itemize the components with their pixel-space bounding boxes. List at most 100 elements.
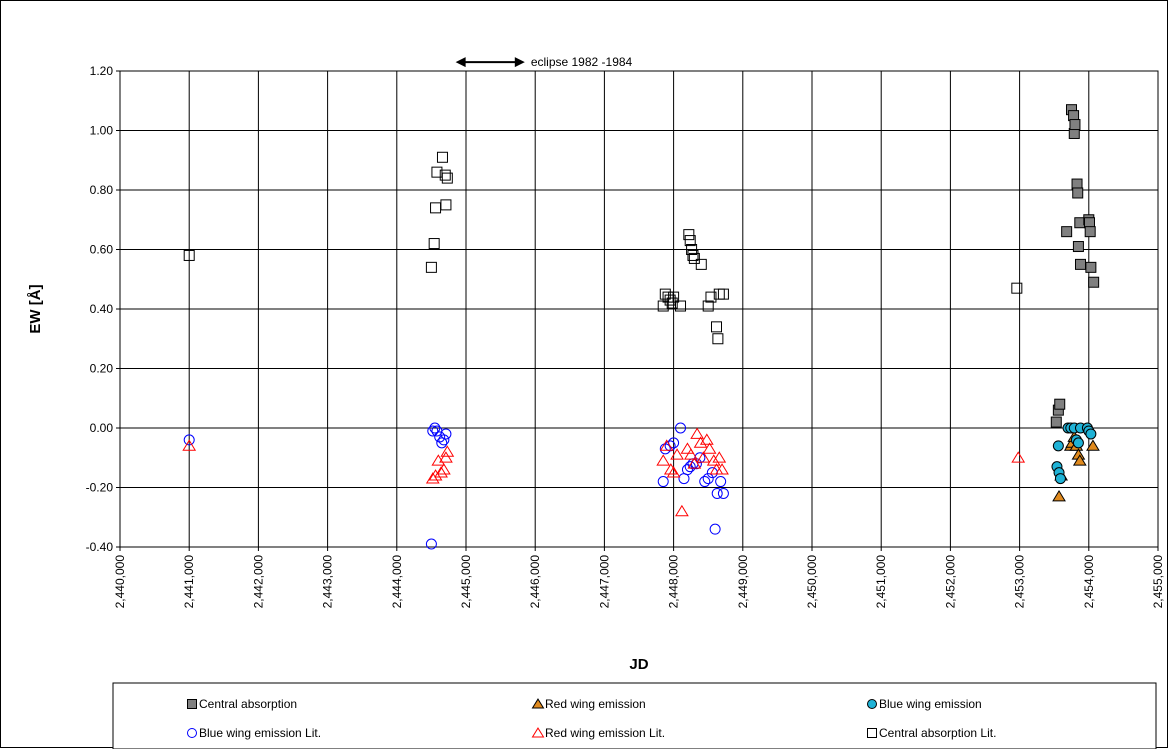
data-point — [428, 469, 443, 481]
data-point — [675, 504, 689, 517]
data-point — [183, 249, 195, 261]
x-tick-label: 2,451,000 — [874, 555, 888, 609]
x-axis-title: JD — [629, 656, 648, 673]
x-tick-label: 2,444,000 — [390, 555, 404, 609]
eclipse-arrow-left-head — [455, 57, 466, 68]
data-point — [427, 425, 439, 437]
data-point — [1088, 276, 1100, 288]
eclipse-annotation: eclipse 1982 -1984 — [455, 55, 633, 69]
legend-marker — [531, 698, 545, 709]
data-point — [684, 461, 696, 473]
x-tick-label: 2,450,000 — [805, 555, 819, 609]
legend-marker — [187, 728, 197, 738]
data-point — [438, 434, 450, 446]
data-point — [1086, 439, 1100, 451]
data-point — [694, 452, 706, 464]
legend-label: Blue wing emission — [879, 697, 982, 711]
data-point — [436, 151, 448, 163]
plot-area-border — [119, 70, 1159, 548]
data-point — [670, 448, 684, 460]
data-point — [664, 294, 676, 306]
data-point — [687, 249, 699, 261]
data-point — [684, 235, 696, 247]
data-point — [1011, 451, 1026, 463]
data-point — [705, 291, 717, 303]
x-tick-label: 2,452,000 — [943, 555, 957, 609]
x-tick-label: 2,455,000 — [1151, 555, 1165, 609]
y-tick-label: 0.40 — [90, 302, 114, 316]
data-point — [680, 442, 695, 454]
data-point — [712, 451, 727, 463]
data-point — [656, 454, 671, 466]
data-point — [715, 463, 729, 475]
x-tick-label: 2,454,000 — [1082, 555, 1096, 609]
data-point — [675, 422, 687, 434]
y-tick-label: 1.20 — [90, 64, 114, 78]
data-point — [439, 169, 451, 181]
data-point — [428, 238, 440, 250]
data-point — [440, 445, 455, 457]
legend-marker — [187, 699, 197, 709]
data-points — [182, 104, 1100, 550]
y-tick-labels: -0.40 -0.20 0.00 0.20 0.40 0.60 0.80 1.00 1.20 — [86, 64, 114, 554]
data-point — [699, 433, 714, 445]
data-point — [183, 434, 195, 446]
data-point — [657, 476, 669, 488]
data-point — [1069, 119, 1081, 131]
data-point — [702, 300, 714, 312]
data-point — [1072, 454, 1087, 466]
data-point — [702, 473, 714, 485]
data-point — [715, 476, 727, 488]
data-point — [430, 202, 442, 214]
data-point — [663, 463, 678, 475]
data-point — [690, 427, 705, 439]
data-point — [688, 252, 700, 264]
data-point — [436, 437, 448, 449]
data-point — [681, 464, 693, 476]
data-point — [717, 487, 729, 499]
x-tick-label: 2,449,000 — [736, 555, 750, 609]
data-point — [683, 229, 695, 241]
x-tick-label: 2,443,000 — [321, 555, 335, 609]
series-central-absorption-lit- — [183, 151, 1023, 345]
y-axis-title: EW [Å] — [27, 284, 44, 333]
y-tick-label: -0.40 — [86, 540, 114, 554]
data-point — [693, 436, 708, 448]
x-tick-label: 2,440,000 — [113, 555, 127, 609]
data-point — [664, 440, 676, 452]
data-point — [1052, 489, 1066, 502]
data-point — [425, 261, 437, 273]
data-point — [695, 258, 707, 270]
data-point — [706, 454, 721, 466]
series-central-absorption — [1050, 104, 1100, 428]
data-point — [662, 291, 674, 303]
data-point — [711, 487, 723, 499]
data-point — [182, 439, 197, 451]
data-point — [1074, 258, 1086, 270]
y-tick-label: 0.60 — [90, 243, 114, 257]
legend-marker — [867, 728, 877, 738]
x-tick-labels: 2,440,000 2,441,000 2,442,000 2,443,000 2,44… — [113, 555, 1165, 609]
data-point — [425, 538, 437, 550]
legend-marker — [867, 699, 877, 709]
data-point — [687, 457, 702, 469]
data-point — [425, 472, 440, 484]
data-point — [431, 454, 446, 466]
legend-label: Central absorption Lit. — [879, 726, 996, 740]
x-tick-label: 2,442,000 — [251, 555, 265, 609]
data-point — [431, 166, 443, 178]
data-point — [1011, 282, 1023, 294]
data-point — [675, 300, 687, 312]
data-point — [684, 448, 698, 460]
legend-label: Blue wing emission Lit. — [199, 726, 321, 740]
y-tick-label: -0.20 — [86, 481, 114, 495]
data-point — [1084, 226, 1096, 238]
data-point — [1085, 261, 1097, 273]
y-tick-label: 1.00 — [90, 124, 114, 138]
legend-marker — [531, 727, 545, 738]
legend — [112, 682, 1157, 749]
data-point — [429, 422, 441, 434]
data-point — [1054, 398, 1066, 410]
data-point — [668, 291, 680, 303]
